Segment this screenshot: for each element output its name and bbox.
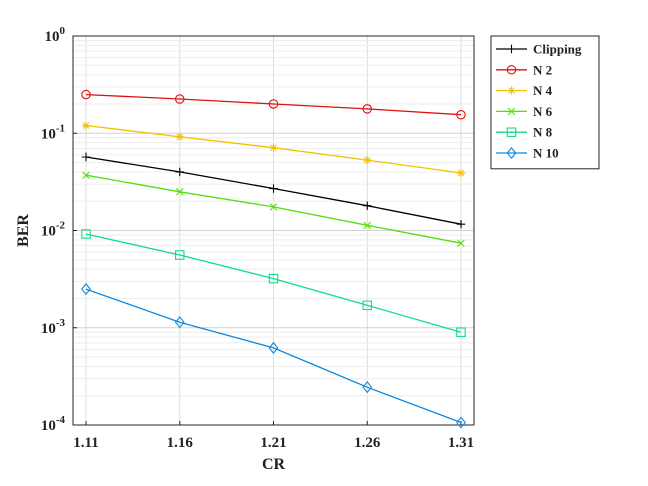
legend-label: Clipping [533, 42, 582, 57]
data-point [456, 168, 466, 178]
y-tick-label: 10-3 [41, 317, 66, 337]
data-point [456, 109, 466, 120]
data-point [268, 273, 279, 284]
y-tick-label: 10-1 [41, 122, 65, 142]
data-point [363, 221, 371, 230]
legend: Clipping N 2 N 4 N 6 N 8 N 10 [490, 35, 600, 170]
data-point [81, 229, 91, 239]
legend-label: N 10 [533, 146, 559, 161]
data-point [269, 203, 278, 211]
data-point [81, 152, 91, 162]
data-point [363, 155, 372, 165]
data-point [174, 316, 185, 329]
legend-marker [506, 146, 517, 160]
data-point [456, 220, 466, 229]
data-point [268, 341, 279, 355]
x-tick-label: 1.11 [73, 435, 98, 451]
series-line [85, 288, 462, 424]
x-tick-label: 1.26 [354, 435, 381, 451]
series-line [85, 93, 462, 116]
legend-marker [506, 127, 517, 137]
data-point [363, 201, 372, 210]
legend-item: N 2 [496, 62, 552, 77]
series-line [85, 233, 462, 333]
data-point [457, 239, 465, 247]
data-point [175, 132, 184, 141]
legend-label: N 4 [533, 83, 553, 98]
legend-label: N 2 [533, 62, 552, 77]
series-n-6 [82, 171, 465, 247]
x-tick-label: 1.21 [260, 435, 286, 451]
y-tick-label: 10-2 [41, 220, 66, 240]
legend-label: N 8 [533, 125, 553, 140]
x-axis-title: CR [262, 456, 286, 473]
series-n-2 [81, 89, 466, 120]
legend-item: N 4 [496, 83, 553, 98]
x-tick-label: 1.16 [167, 435, 194, 451]
data-point [362, 104, 372, 114]
series-n-10 [81, 282, 466, 429]
data-point [81, 89, 91, 100]
ticks-layer: 1.11 1.16 1.21 1.26 1.31 100 10-1 10-2 10-3 10-4 [41, 25, 474, 451]
data-point [81, 282, 91, 296]
data-point [456, 416, 466, 429]
legend-marker [507, 107, 516, 116]
data-point [456, 327, 466, 337]
series-clipping [81, 152, 466, 229]
grid-layer [73, 35, 474, 426]
data-point [175, 250, 185, 260]
y-tick-label: 10-4 [41, 414, 66, 434]
legend-marker [507, 44, 516, 54]
legend-item: N 10 [496, 146, 559, 161]
data-point [269, 184, 278, 193]
legend-item: Clipping [496, 42, 582, 57]
data-point [362, 381, 373, 394]
y-axis-title: BER [15, 214, 32, 247]
data-point [82, 171, 90, 179]
series-n-4 [81, 121, 466, 178]
data-point [362, 300, 372, 311]
data-point [176, 188, 184, 196]
data-point [175, 94, 185, 104]
legend-marker [506, 65, 517, 75]
data-point [269, 143, 278, 152]
series-layer [81, 89, 466, 429]
data-point [268, 99, 279, 109]
legend-label: N 6 [533, 104, 553, 119]
legend-item: N 8 [496, 125, 553, 140]
series-n-8 [81, 229, 466, 337]
legend-box [490, 35, 600, 170]
legend-marker [507, 86, 516, 95]
data-point [175, 167, 184, 177]
data-point [81, 121, 91, 130]
x-tick-label: 1.31 [448, 435, 474, 451]
legend-item: N 6 [496, 104, 553, 119]
y-tick-label: 100 [45, 25, 66, 45]
